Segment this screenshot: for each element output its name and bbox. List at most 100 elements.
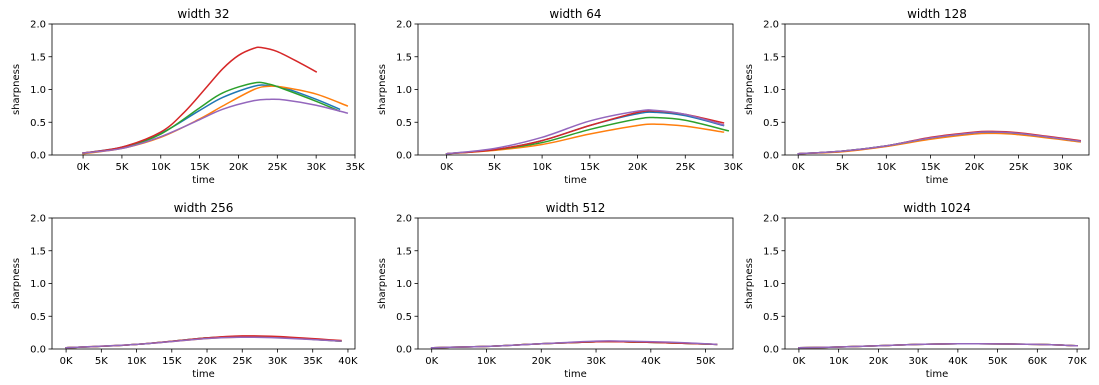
y-tick-label: 1.0 — [30, 85, 46, 96]
y-tick-label: 1.0 — [30, 279, 46, 290]
series-line-5 — [82, 98, 349, 154]
series-line-4 — [445, 109, 725, 155]
axes-frame — [417, 23, 734, 156]
y-tick-label: 1.5 — [396, 52, 412, 63]
x-tick-label: 40K — [338, 356, 358, 367]
x-tick-label: 15K — [162, 356, 182, 367]
subplot-2: 0K 5K 10K 15K 20K 25K 30K 0.0 0.5 1.0 1.5 2.0 width … — [377, 7, 743, 186]
x-tick-label: 15K — [921, 162, 941, 173]
axes-frame — [51, 23, 356, 156]
series-group — [445, 109, 730, 155]
x-axis-label: time — [564, 175, 587, 186]
y-axis-label: sharpness — [11, 258, 22, 309]
x-tick-label: 20K — [229, 162, 249, 173]
y-tick-label: 0.5 — [396, 118, 412, 129]
x-axis-label: time — [926, 369, 949, 380]
y-tick-label: 0.0 — [30, 151, 46, 162]
series-line-3 — [82, 81, 341, 154]
x-tick-label: 30K — [586, 356, 606, 367]
series-line-5 — [65, 336, 342, 349]
series-line-5 — [430, 340, 718, 349]
x-tick-label: 0K — [77, 162, 90, 173]
x-tick-label: 10K — [532, 162, 552, 173]
x-tick-label: 5K — [115, 162, 128, 173]
x-tick-label: 30K — [268, 356, 288, 367]
x-tick-label: 0K — [60, 356, 73, 367]
x-tick-label: 0K — [792, 356, 805, 367]
x-tick-label: 30K — [1053, 162, 1073, 173]
axes-frame — [784, 217, 1090, 350]
y-tick-label: 1.5 — [30, 52, 46, 63]
y-tick-label: 2.0 — [763, 214, 779, 225]
y-tick-label: 1.5 — [30, 246, 46, 257]
subplot-5: 0K 10K 20K 30K 40K 50K 0.0 0.5 1.0 1.5 2.0 width 51… — [377, 201, 734, 380]
x-tick-label: 0K — [792, 162, 805, 173]
x-tick-label: 50K — [696, 356, 716, 367]
x-tick-label: 15K — [190, 162, 210, 173]
y-tick-label: 2.0 — [396, 20, 412, 31]
x-tick-label: 20K — [532, 356, 552, 367]
subplot-4: 0K 5K 10K 15K 20K 25K 30K 35K 40K 0.0 0.5 1.0 1.5 2.0… — [11, 201, 358, 380]
series-line-5 — [798, 342, 1078, 349]
series-line-5 — [445, 109, 725, 155]
x-tick-label: 10K — [151, 162, 171, 173]
subplot-title: width 1024 — [903, 201, 970, 215]
series-group — [82, 46, 349, 155]
x-tick-label: 25K — [1009, 162, 1029, 173]
y-tick-label: 0.5 — [763, 312, 779, 323]
y-axis-label: sharpness — [744, 258, 755, 309]
y-tick-label: 0.0 — [763, 345, 779, 356]
series-line-1 — [445, 111, 725, 155]
y-tick-label: 1.0 — [763, 279, 779, 290]
x-tick-label: 25K — [233, 356, 253, 367]
x-tick-label: 10K — [877, 162, 897, 173]
series-line-4 — [797, 130, 1082, 155]
series-line-4 — [82, 46, 318, 154]
series-line-3 — [445, 116, 730, 155]
x-tick-label: 70K — [1067, 356, 1087, 367]
subplot-3: 0K 5K 10K 15K 20K 25K 30K 0.0 0.5 1.0 1.5 2.0 width … — [744, 7, 1090, 186]
y-tick-label: 1.5 — [763, 246, 779, 257]
subplot-title: width 128 — [907, 7, 967, 21]
x-axis-label: time — [926, 175, 949, 186]
y-axis-label: sharpness — [11, 64, 22, 115]
y-tick-label: 0.5 — [30, 118, 46, 129]
x-tick-label: 20K — [197, 356, 217, 367]
x-tick-label: 10K — [127, 356, 147, 367]
y-tick-label: 0.0 — [30, 345, 46, 356]
subplot-title: width 256 — [174, 201, 234, 215]
x-tick-label: 0K — [440, 162, 453, 173]
subplot-title: width 64 — [549, 7, 601, 21]
series-line-5 — [797, 131, 1082, 155]
y-tick-label: 1.5 — [763, 52, 779, 63]
x-tick-label: 20K — [869, 356, 889, 367]
series-group — [430, 340, 718, 349]
x-tick-label: 15K — [580, 162, 600, 173]
x-tick-label: 40K — [948, 356, 968, 367]
x-axis-label: time — [564, 369, 587, 380]
axes-frame — [417, 217, 734, 350]
axes-frame — [51, 217, 356, 350]
x-tick-label: 50K — [988, 356, 1008, 367]
y-tick-label: 0.5 — [763, 118, 779, 129]
x-tick-label: 40K — [641, 356, 661, 367]
subplot-6: 0K 10K 20K 30K 40K 50K 60K 70K 0.0 0.5 1.0 1.5 2.0 wi… — [744, 201, 1090, 380]
x-tick-label: 30K — [307, 162, 327, 173]
x-axis-label: time — [192, 369, 215, 380]
x-tick-label: 30K — [908, 356, 928, 367]
x-tick-label: 10K — [477, 356, 497, 367]
x-tick-label: 5K — [836, 162, 849, 173]
subplot-title: width 512 — [546, 201, 606, 215]
y-tick-label: 0.0 — [763, 151, 779, 162]
y-tick-label: 1.0 — [396, 85, 412, 96]
x-tick-label: 5K — [488, 162, 501, 173]
y-tick-label: 1.5 — [396, 246, 412, 257]
y-tick-label: 1.0 — [396, 279, 412, 290]
y-tick-label: 2.0 — [396, 214, 412, 225]
y-tick-label: 1.0 — [763, 85, 779, 96]
y-tick-label: 2.0 — [30, 20, 46, 31]
x-axis-label: time — [192, 175, 215, 186]
x-tick-label: 0K — [425, 356, 438, 367]
y-axis-label: sharpness — [377, 258, 388, 309]
